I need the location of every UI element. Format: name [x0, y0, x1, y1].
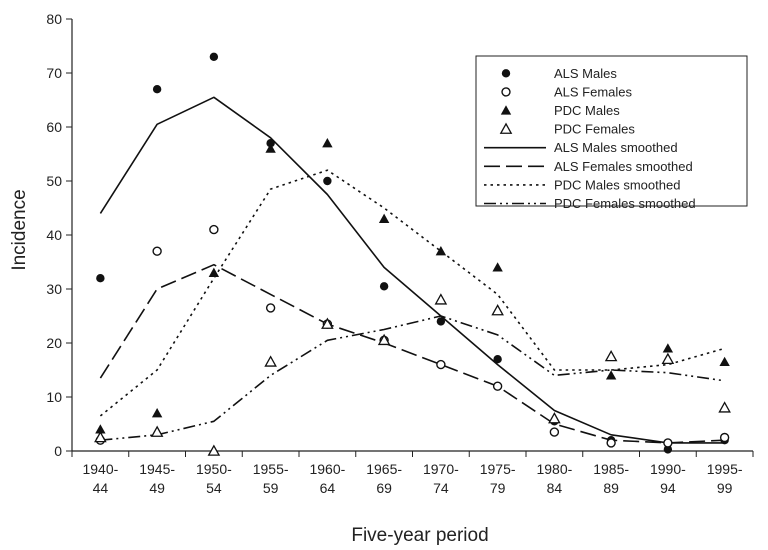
- data-point: [209, 52, 219, 61]
- data-point: [323, 176, 332, 186]
- y-tick-label: 10: [46, 389, 62, 405]
- legend-label: ALS Males smoothed: [554, 140, 678, 155]
- data-point: [663, 438, 673, 448]
- data-point: [663, 445, 673, 454]
- data-point: [492, 381, 503, 391]
- x-tick-label: 1970-74: [423, 461, 459, 496]
- series-line: [100, 315, 725, 441]
- data-point: [152, 85, 162, 94]
- data-point: [719, 356, 730, 367]
- x-tick-label: 1975-79: [480, 461, 516, 496]
- data-point: [436, 359, 446, 370]
- legend-marker: [501, 69, 511, 78]
- legend-marker: [499, 122, 513, 134]
- legend-label: PDC Females: [554, 122, 635, 137]
- y-tick-label: 70: [46, 65, 62, 81]
- legend-box: [475, 55, 748, 207]
- data-point: [606, 438, 616, 448]
- data-point: [322, 138, 333, 148]
- x-axis-title: Five-year period: [351, 525, 488, 546]
- series-line: [99, 96, 725, 444]
- legend-label: ALS Females: [554, 84, 633, 99]
- data-point: [605, 370, 617, 380]
- data-point: [718, 401, 731, 413]
- data-point: [491, 304, 504, 316]
- legend-marker: [500, 105, 512, 115]
- x-tick-label: 1945-49: [139, 461, 175, 496]
- data-point: [208, 267, 220, 277]
- data-point: [150, 425, 164, 437]
- x-tick-label: 1960-64: [309, 461, 345, 496]
- series-line: [99, 169, 725, 417]
- x-tick-label: 1950-54: [196, 461, 232, 496]
- legend: ALS Males ALS Females PDC Males PDC Females…: [475, 55, 748, 211]
- data-point: [548, 412, 561, 424]
- x-tick-label: 1990-94: [650, 461, 686, 496]
- data-point: [265, 303, 276, 313]
- y-tick-label: 40: [46, 227, 62, 243]
- data-point: [435, 246, 447, 256]
- data-point: [493, 355, 502, 364]
- data-point: [207, 444, 221, 456]
- data-point: [264, 355, 277, 367]
- x-tick-label: 1940-44: [82, 461, 118, 496]
- data-point: [209, 224, 219, 235]
- data-point: [436, 317, 446, 326]
- data-point: [719, 432, 730, 443]
- x-tick-label: 1965-69: [366, 461, 402, 496]
- legend-label: ALS Females smoothed: [554, 159, 693, 174]
- y-tick-label: 60: [46, 119, 62, 135]
- x-tick-label: 1980-84: [536, 461, 572, 496]
- data-point: [321, 317, 334, 329]
- legend-label: PDC Males smoothed: [554, 177, 680, 192]
- data-point: [96, 274, 105, 283]
- data-point: [604, 349, 618, 362]
- data-point: [379, 282, 389, 291]
- data-point: [662, 343, 674, 353]
- x-tick-label: 1995-99: [707, 461, 743, 496]
- data-point: [378, 213, 390, 223]
- data-point: [152, 246, 162, 256]
- data-point: [151, 408, 163, 418]
- data-point: [95, 424, 106, 434]
- y-axis-title: Incidence: [9, 189, 30, 270]
- y-tick-label: 50: [46, 173, 62, 189]
- data-point: [661, 352, 675, 365]
- y-tick-label: 0: [54, 443, 62, 459]
- y-tick-label: 80: [46, 11, 62, 27]
- x-tick-label: 1985-89: [593, 461, 629, 496]
- data-point: [434, 293, 448, 305]
- data-point: [377, 333, 391, 346]
- axes: 0 10 20 30 40 50 60 70 80 1940-44 1945-49 1950-54 19…: [46, 11, 754, 496]
- x-tick-label: 1955-59: [253, 461, 289, 496]
- data-point: [492, 262, 503, 272]
- data-point: [265, 143, 276, 153]
- legend-label: ALS Males: [554, 66, 617, 81]
- data-point: [549, 427, 560, 437]
- chart-marks: [94, 52, 731, 456]
- y-tick-label: 30: [46, 281, 62, 297]
- series-line: [99, 263, 725, 444]
- legend-marker: [501, 87, 511, 97]
- y-tick-label: 20: [46, 335, 62, 351]
- data-point: [94, 430, 107, 443]
- legend-label: PDC Females smoothed: [554, 196, 696, 211]
- legend-label: PDC Males: [554, 103, 620, 118]
- data-point: [266, 139, 275, 148]
